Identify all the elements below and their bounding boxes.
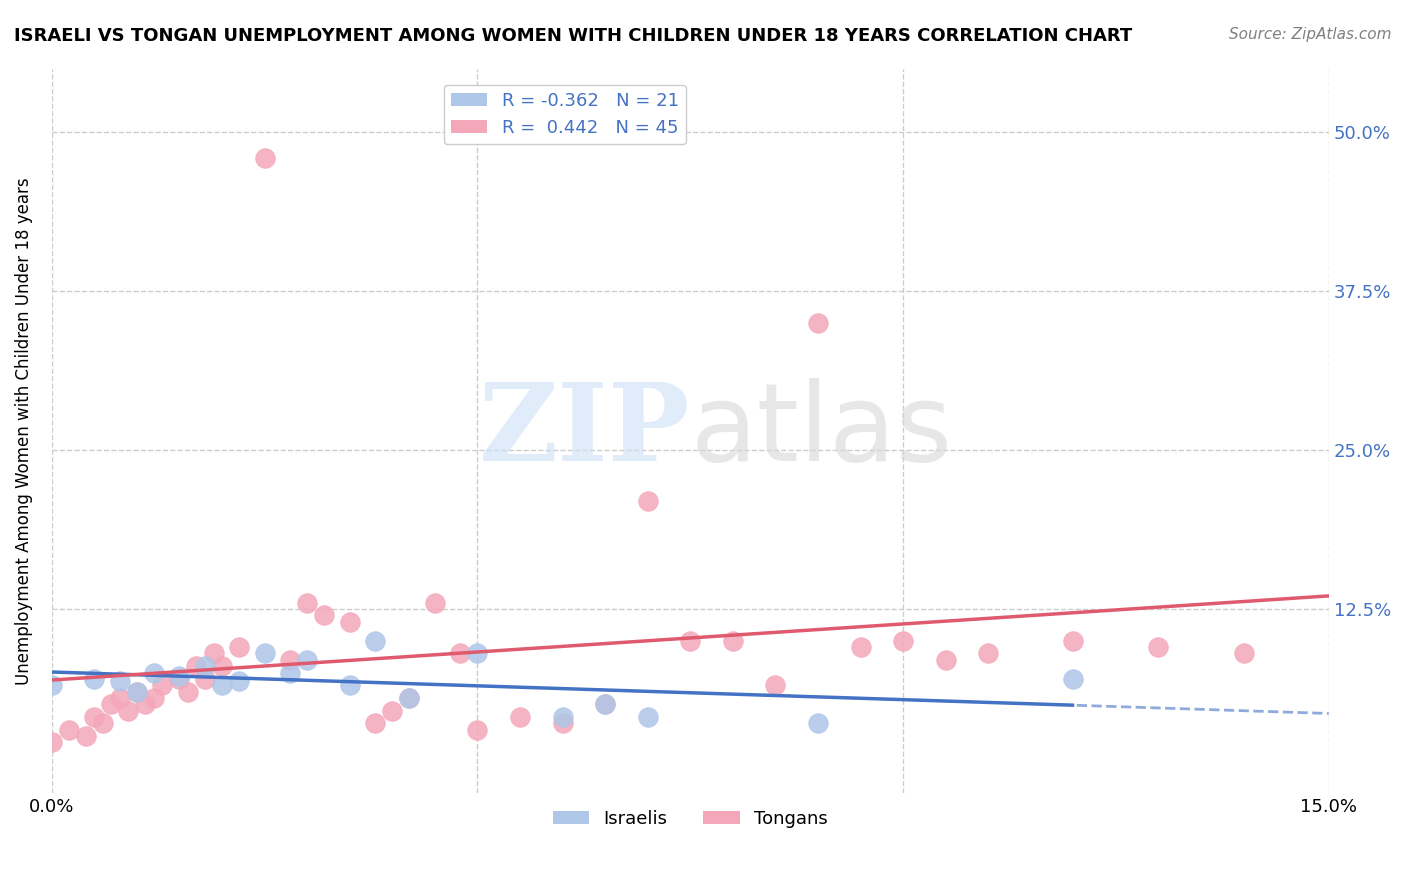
Point [637, 494, 659, 508]
Point [41, 678, 63, 692]
Point [75, 729, 97, 743]
Point [637, 710, 659, 724]
Point [398, 690, 420, 705]
Point [177, 684, 200, 698]
Point [314, 608, 336, 623]
Point [169, 672, 191, 686]
Point [807, 316, 830, 330]
Point [423, 596, 446, 610]
Text: ISRAELI VS TONGAN UNEMPLOYMENT AMONG WOMEN WITH CHILDREN UNDER 18 YEARS CORRELAT: ISRAELI VS TONGAN UNEMPLOYMENT AMONG WOM… [14, 27, 1132, 45]
Point [253, 647, 276, 661]
Point [58, 723, 80, 737]
Point [593, 698, 616, 712]
Point [467, 647, 489, 661]
Point [83, 672, 105, 686]
Point [211, 678, 233, 692]
Point [551, 716, 574, 731]
Point [134, 698, 156, 712]
Point [83, 710, 105, 724]
Text: ZIP: ZIP [479, 378, 690, 484]
Point [807, 716, 830, 731]
Point [152, 678, 174, 692]
Point [449, 647, 471, 661]
Point [41, 735, 63, 749]
Point [1147, 640, 1170, 654]
Point [125, 684, 148, 698]
Text: atlas: atlas [690, 378, 952, 484]
Point [339, 678, 361, 692]
Y-axis label: Unemployment Among Women with Children Under 18 years: Unemployment Among Women with Children U… [15, 178, 32, 685]
Point [228, 640, 250, 654]
Point [551, 710, 574, 724]
Point [849, 640, 872, 654]
Point [169, 669, 191, 683]
Point [295, 596, 318, 610]
Text: Source: ZipAtlas.com: Source: ZipAtlas.com [1229, 27, 1392, 42]
Point [228, 674, 250, 689]
Point [977, 647, 1000, 661]
Point [935, 653, 957, 667]
Point [108, 674, 131, 689]
Point [125, 684, 148, 698]
Point [1062, 633, 1084, 648]
Point [381, 704, 404, 718]
Point [211, 659, 233, 673]
Point [509, 710, 531, 724]
Point [295, 653, 318, 667]
Point [100, 698, 122, 712]
Point [339, 615, 361, 629]
Point [253, 151, 276, 165]
Point [679, 633, 702, 648]
Point [891, 633, 914, 648]
Point [142, 690, 165, 705]
Point [763, 678, 786, 692]
Point [364, 716, 387, 731]
Point [186, 659, 208, 673]
Point [364, 633, 387, 648]
Point [398, 690, 420, 705]
Point [194, 672, 217, 686]
Point [108, 690, 131, 705]
Point [202, 647, 225, 661]
Point [117, 704, 139, 718]
Point [467, 723, 489, 737]
Point [194, 659, 217, 673]
Point [142, 665, 165, 680]
Point [1233, 647, 1256, 661]
Point [278, 665, 301, 680]
Legend: Israelis, Tongans: Israelis, Tongans [546, 803, 835, 835]
Point [721, 633, 744, 648]
Point [278, 653, 301, 667]
Point [1062, 672, 1084, 686]
Point [91, 716, 114, 731]
Point [593, 698, 616, 712]
